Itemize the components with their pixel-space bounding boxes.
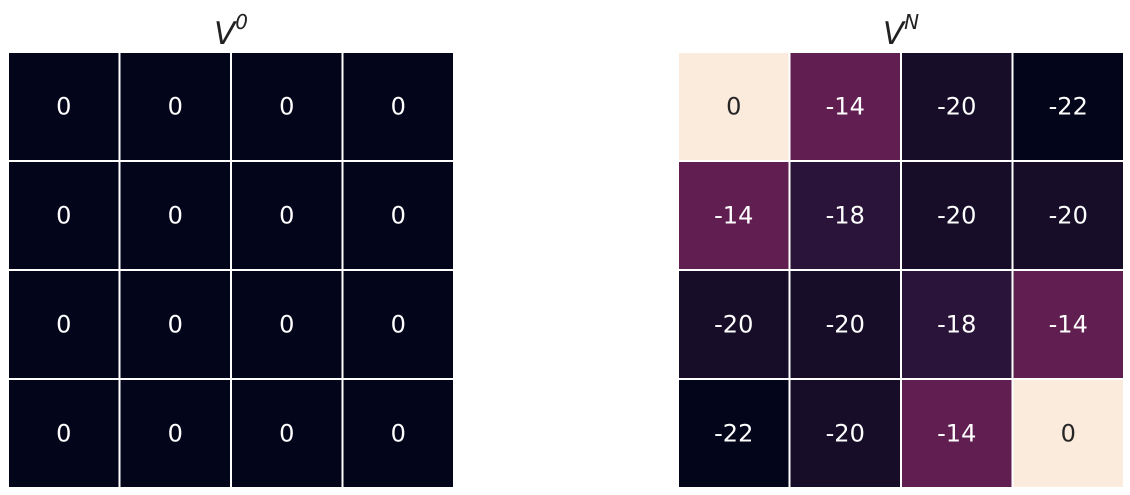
heatmap-cell [118, 269, 232, 380]
title-base: V [882, 16, 905, 52]
cell-value-label: 0 [168, 202, 183, 230]
cell-value-label: 0 [279, 93, 294, 121]
cell-value-label: 0 [279, 202, 294, 230]
cell-value-label: 0 [56, 93, 71, 121]
cell-value-label: 0 [1061, 420, 1076, 448]
cell-value-label: -20 [937, 202, 976, 230]
heatmap-cell [788, 378, 902, 488]
heatmap-cell [678, 52, 791, 162]
chart-title: V0 [8, 2, 454, 52]
cell-value-label: -22 [1049, 93, 1088, 121]
heatmap-cell [118, 52, 232, 162]
heatmap-cell [678, 160, 791, 271]
heatmap-cell [341, 378, 454, 488]
cell-value-label: -20 [826, 420, 865, 448]
cell-value-label: -14 [1049, 311, 1088, 339]
heatmap-cell [118, 378, 232, 488]
title-superscript: 0 [235, 10, 248, 34]
heatmap-cell [341, 160, 454, 271]
cell-value-label: -22 [714, 420, 753, 448]
cell-value-label: 0 [726, 93, 741, 121]
cell-value-label: -14 [714, 202, 753, 230]
cell-value-label: -18 [826, 202, 865, 230]
cell-value-label: -20 [1049, 202, 1088, 230]
heatmap-vn: 0 -14 -20 -22 -14 -18 -20 -20 -20 -20 -18 -14 -22 -20… [678, 52, 1124, 488]
heatmap-cell [1011, 378, 1124, 488]
heatmap-cell [8, 269, 121, 380]
heatmap-cell [8, 160, 121, 271]
cell-value-label: 0 [168, 93, 183, 121]
cell-value-label: 0 [391, 420, 406, 448]
cell-value-label: 0 [56, 420, 71, 448]
heatmap-cell [788, 269, 902, 380]
heatmap-panel-vn: VN 0 -14 -20 -22 -14 -18 -20 -20 -20 -20 -18 -14 -22… [678, 0, 1124, 495]
chart-title: VN [678, 2, 1124, 52]
cell-value-label: 0 [56, 311, 71, 339]
heatmap-cell [230, 378, 344, 488]
cell-value-label: 0 [56, 202, 71, 230]
heatmap-cell [1011, 269, 1124, 380]
heatmap-cell [341, 269, 454, 380]
cell-value-label: -14 [826, 93, 865, 121]
cell-value-label: 0 [168, 311, 183, 339]
cell-value-label: 0 [391, 202, 406, 230]
cell-value-label: -20 [826, 311, 865, 339]
cell-value-label: -20 [937, 93, 976, 121]
cell-value-label: -14 [937, 420, 976, 448]
cell-value-label: 0 [391, 311, 406, 339]
cell-value-label: -20 [714, 311, 753, 339]
cell-value-label: 0 [279, 311, 294, 339]
heatmap-cell [230, 269, 344, 380]
cell-value-label: 0 [168, 420, 183, 448]
heatmap-cell [900, 378, 1014, 488]
title-superscript: N [904, 10, 920, 34]
heatmap-cell [678, 269, 791, 380]
heatmap-v0: 0 0 0 0 0 0 0 0 0 0 0 0 0 0 0 0 [8, 52, 454, 488]
heatmap-cell [1011, 160, 1124, 271]
cell-value-label: 0 [279, 420, 294, 448]
cell-value-label: -18 [937, 311, 976, 339]
heatmap-cell [230, 160, 344, 271]
heatmap-cell [341, 52, 454, 162]
cell-value-label: 0 [391, 93, 406, 121]
heatmap-cell [900, 52, 1014, 162]
title-base: V [214, 16, 236, 52]
heatmap-cell [8, 378, 121, 488]
